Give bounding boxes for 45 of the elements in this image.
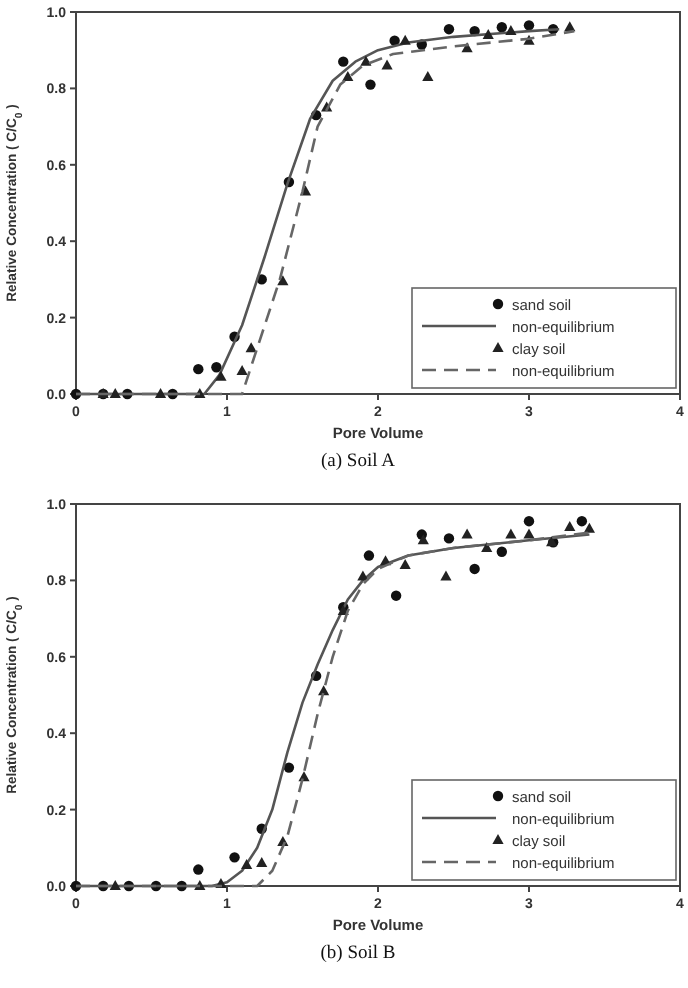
point [399, 559, 411, 570]
point [277, 275, 289, 286]
point [422, 70, 434, 81]
text: (b) Soil B [320, 944, 396, 964]
point [523, 528, 535, 539]
text: (a) Soil A [321, 452, 396, 472]
point [505, 528, 517, 539]
point [496, 546, 508, 557]
point [496, 22, 508, 33]
point [469, 563, 480, 575]
point [399, 34, 411, 45]
point [583, 522, 595, 533]
point [193, 363, 204, 375]
point [523, 515, 535, 527]
point [564, 520, 576, 531]
point [440, 570, 452, 581]
point [256, 857, 268, 868]
point [360, 55, 372, 66]
point [154, 388, 167, 398]
point [381, 59, 393, 70]
point [443, 533, 455, 544]
point [211, 362, 222, 373]
point [389, 35, 400, 46]
point [229, 852, 240, 863]
point [363, 550, 375, 561]
point [283, 762, 295, 773]
point [482, 28, 494, 39]
point [365, 79, 376, 90]
point [390, 590, 402, 601]
point [505, 25, 517, 36]
point [109, 388, 121, 398]
point [443, 23, 455, 35]
point [245, 342, 257, 353]
point [236, 365, 248, 376]
point [461, 528, 473, 539]
point [417, 534, 429, 545]
point [109, 880, 121, 890]
point [193, 864, 204, 875]
point [357, 570, 369, 581]
point [338, 56, 349, 67]
point [241, 858, 253, 869]
point [576, 515, 588, 527]
point [523, 20, 535, 31]
point [342, 70, 354, 81]
point [215, 370, 227, 381]
